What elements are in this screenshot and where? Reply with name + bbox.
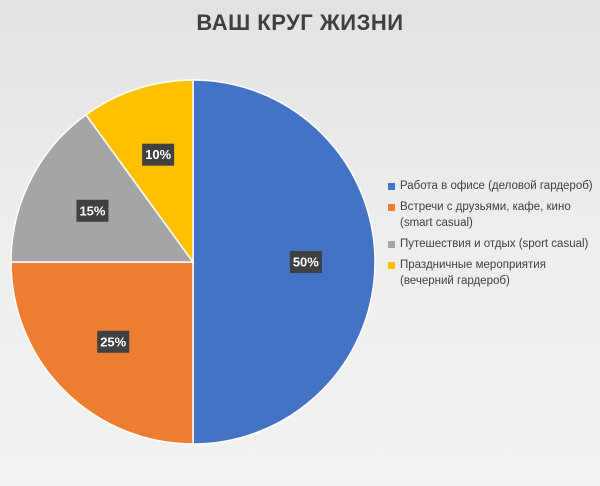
legend-item-friends: Встречи с друзьями, кафе, кино (smart ca… (388, 199, 593, 231)
svg-text:25%: 25% (100, 334, 126, 349)
legend-swatch-holidays (388, 262, 395, 269)
svg-text:15%: 15% (79, 203, 105, 218)
data-label-travel: 15% (76, 199, 109, 222)
data-label-friends: 25% (97, 330, 130, 353)
slice-office (192, 79, 376, 445)
legend-item-travel: Путешествия и отдых (sport casual) (388, 236, 593, 252)
legend-label-office: Работа в офисе (деловой гардероб) (400, 180, 593, 192)
legend-item-holidays: Праздничные мероприятия (вечерний гардер… (388, 257, 593, 289)
legend-swatch-friends (388, 204, 395, 211)
slice-holidays (84, 79, 194, 265)
slice-travel (10, 113, 195, 263)
legend-item-office: Работа в офисе (деловой гардероб) (388, 178, 593, 194)
data-label-holidays: 10% (142, 143, 175, 166)
slice-friends (10, 261, 194, 445)
legend-swatch-office (388, 183, 395, 190)
svg-text:50%: 50% (293, 255, 319, 270)
legend-label-holidays: Праздничные мероприятия (вечерний гардер… (400, 259, 546, 287)
svg-text:10%: 10% (145, 147, 171, 162)
legend-label-travel: Путешествия и отдых (sport casual) (400, 238, 589, 250)
chart-legend: Работа в офисе (деловой гардероб) Встреч… (388, 178, 593, 294)
legend-swatch-travel (388, 241, 395, 248)
data-label-office: 50% (289, 251, 322, 273)
legend-label-friends: Встречи с друзьями, кафе, кино (smart ca… (400, 201, 571, 229)
chart-title: ВАШ КРУГ ЖИЗНИ (196, 10, 404, 35)
